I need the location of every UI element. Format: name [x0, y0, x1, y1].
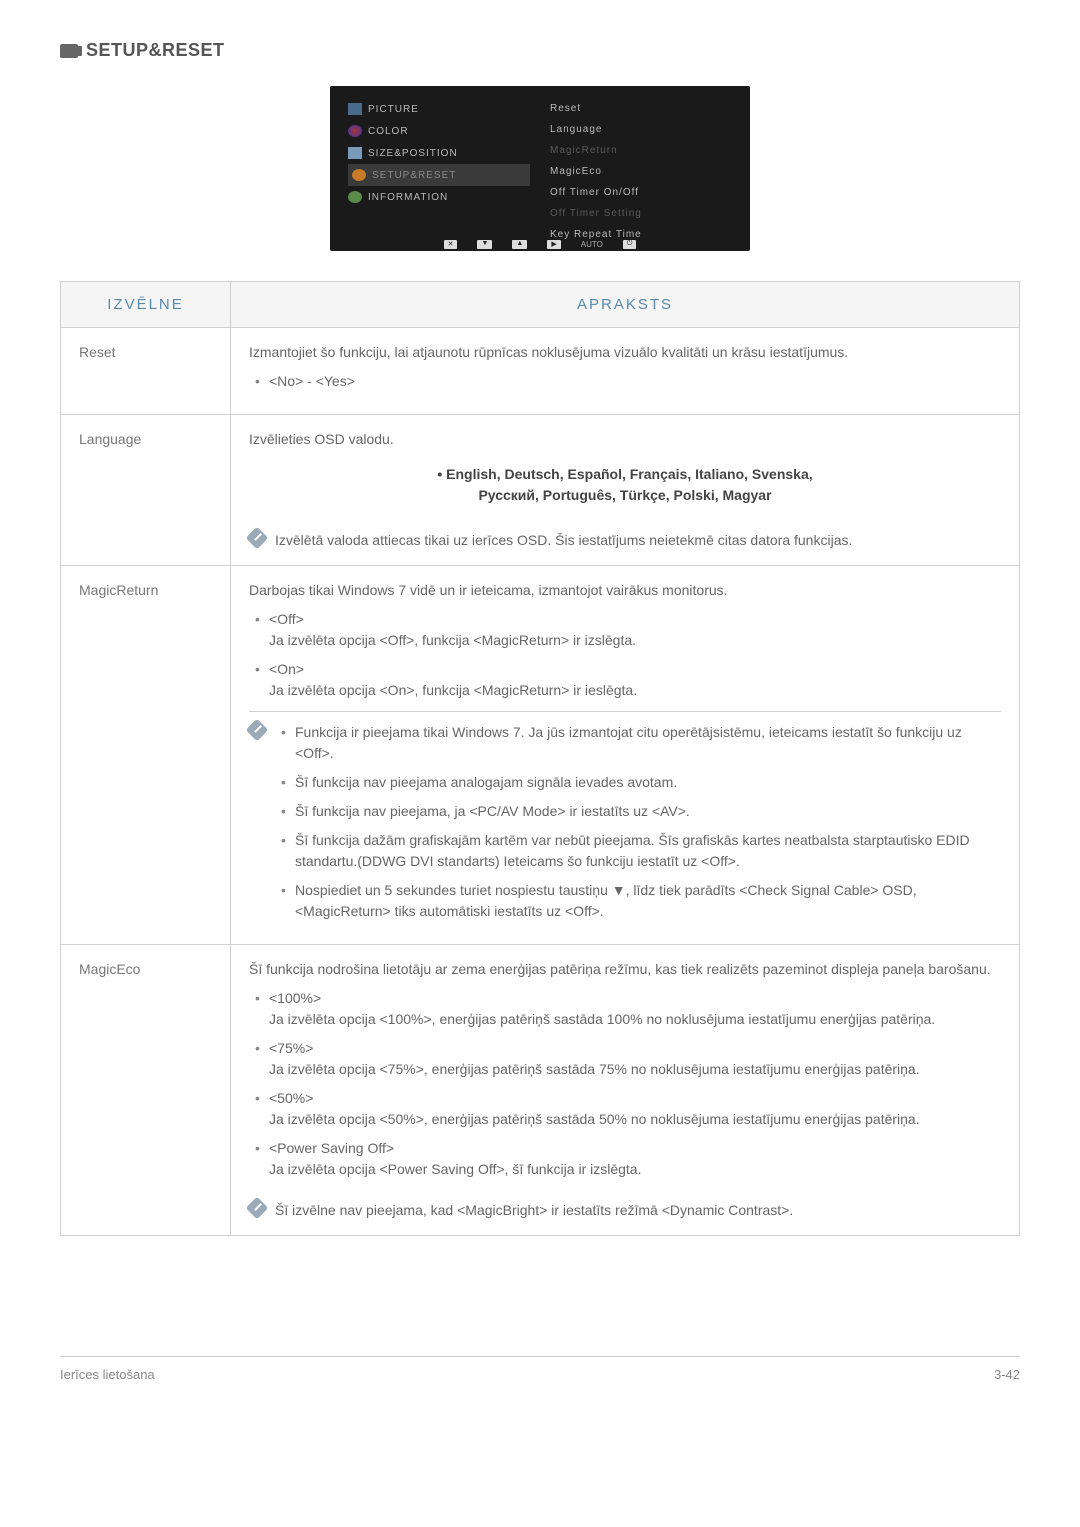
langs-line2: Русский, Português, Türkçe, Polski, Magy… [249, 485, 1001, 506]
menu-reset: Reset [61, 328, 231, 415]
osd-btn-down: ▼ [477, 240, 492, 249]
row-reset: Reset Izmantojiet šo funkciju, lai atjau… [61, 328, 1020, 415]
language-note-text: Izvēlētā valoda attiecas tikai uz ierīce… [275, 530, 1001, 551]
mr-off-desc: Ja izvēlēta opcija <Off>, funkcija <Magi… [269, 632, 636, 648]
menu-language: Language [61, 415, 231, 566]
desc-language: Izvēlieties OSD valodu. • English, Deuts… [231, 415, 1020, 566]
reset-intro: Izmantojiet šo funkciju, lai atjaunotu r… [249, 342, 1001, 363]
mr-n3: Šī funkcija nav pieejama, ja <PC/AV Mode… [275, 801, 1001, 822]
me-100-desc: Ja izvēlēta opcija <100%>, enerģijas pat… [269, 1011, 935, 1027]
header-menu: IZVĒLNE [61, 282, 231, 328]
mr-n4: Šī funkcija dažām grafiskajām kartēm var… [275, 830, 1001, 872]
note-icon [246, 719, 269, 742]
me-50: <50%> Ja izvēlēta opcija <50%>, enerģija… [249, 1088, 1001, 1130]
mr-on-desc: Ja izvēlēta opcija <On>, funkcija <Magic… [269, 682, 637, 698]
size-icon [348, 147, 362, 159]
mr-on-label: <On> [269, 661, 304, 677]
footer-left: Ierīces lietošana [60, 1367, 155, 1382]
header-desc: APRAKSTS [231, 282, 1020, 328]
osd-right-magiceco: MagicEco [550, 161, 732, 182]
desc-magicreturn: Darbojas tikai Windows 7 vidē un ir iete… [231, 566, 1020, 945]
osd-btn-x: ✕ [444, 240, 458, 249]
info-icon [348, 191, 362, 203]
osd-bottom-bar: ✕ ▼ ▲ ▶ AUTO ⏻ [330, 240, 750, 249]
osd-right-offtimersetting: Off Timer Setting [550, 203, 732, 224]
me-off-desc: Ja izvēlēta opcija <Power Saving Off>, š… [269, 1161, 641, 1177]
me-50-label: <50%> [269, 1090, 313, 1106]
picture-icon [348, 103, 362, 115]
mr-n2: Šī funkcija nav pieejama analogajam sign… [275, 772, 1001, 793]
mr-n1: Funkcija ir pieejama tikai Windows 7. Ja… [275, 722, 1001, 764]
mr-off-label: <Off> [269, 611, 304, 627]
language-intro: Izvēlieties OSD valodu. [249, 429, 1001, 450]
mr-notes: Funkcija ir pieejama tikai Windows 7. Ja… [249, 711, 1001, 930]
language-note: Izvēlētā valoda attiecas tikai uz ierīce… [249, 520, 1001, 551]
menu-magiceco: MagicEco [61, 945, 231, 1236]
me-75: <75%> Ja izvēlēta opcija <75%>, enerģija… [249, 1038, 1001, 1080]
osd-right-language: Language [550, 119, 732, 140]
me-note: Šī izvēlne nav pieejama, kad <MagicBrigh… [249, 1190, 1001, 1221]
me-100-label: <100%> [269, 990, 321, 1006]
note-icon [246, 1197, 269, 1220]
osd-right-reset: Reset [550, 98, 732, 119]
me-75-label: <75%> [269, 1040, 313, 1056]
osd-right-menu: Reset Language MagicReturn MagicEco Off … [550, 98, 732, 245]
desc-reset: Izmantojiet šo funkciju, lai atjaunotu r… [231, 328, 1020, 415]
me-off-label: <Power Saving Off> [269, 1140, 394, 1156]
osd-screenshot: PICTURE COLOR SIZE&POSITION SETUP&RESET … [330, 86, 750, 251]
page-title-text: SETUP&RESET [86, 40, 225, 61]
osd-item-setup: SETUP&RESET [348, 164, 530, 186]
row-magicreturn: MagicReturn Darbojas tikai Windows 7 vid… [61, 566, 1020, 945]
me-note-text: Šī izvēlne nav pieejama, kad <MagicBrigh… [275, 1200, 1001, 1221]
osd-item-info: INFORMATION [348, 186, 530, 208]
osd-right-magicreturn: MagicReturn [550, 140, 732, 161]
row-language: Language Izvēlieties OSD valodu. • Engli… [61, 415, 1020, 566]
desc-magiceco: Šī funkcija nodrošina lietotāju ar zema … [231, 945, 1020, 1236]
page-title: SETUP&RESET [60, 40, 1020, 61]
osd-left-menu: PICTURE COLOR SIZE&POSITION SETUP&RESET … [348, 98, 530, 245]
setup-icon [352, 169, 366, 181]
langs-line1: • English, Deutsch, Español, Français, I… [249, 464, 1001, 485]
osd-auto: AUTO [581, 240, 603, 249]
settings-table: IZVĒLNE APRAKSTS Reset Izmantojiet šo fu… [60, 281, 1020, 1236]
mr-off: <Off> Ja izvēlēta opcija <Off>, funkcija… [249, 609, 1001, 651]
osd-item-size: SIZE&POSITION [348, 142, 530, 164]
mr-intro: Darbojas tikai Windows 7 vidē un ir iete… [249, 580, 1001, 601]
note-icon [246, 527, 269, 550]
reset-opt1: <No> - <Yes> [249, 371, 1001, 392]
mr-on: <On> Ja izvēlēta opcija <On>, funkcija <… [249, 659, 1001, 701]
osd-btn-power: ⏻ [623, 240, 637, 249]
mr-n5: Nospiediet un 5 sekundes turiet nospiest… [275, 880, 1001, 922]
osd-item-color: COLOR [348, 120, 530, 142]
me-intro: Šī funkcija nodrošina lietotāju ar zema … [249, 959, 1001, 980]
osd-btn-up: ▲ [512, 240, 527, 249]
osd-right-offtimer: Off Timer On/Off [550, 182, 732, 203]
color-icon [348, 125, 362, 137]
me-75-desc: Ja izvēlēta opcija <75%>, enerģijas patē… [269, 1061, 920, 1077]
me-off: <Power Saving Off> Ja izvēlēta opcija <P… [249, 1138, 1001, 1180]
osd-btn-right: ▶ [547, 240, 560, 249]
mr-notes-content: Funkcija ir pieejama tikai Windows 7. Ja… [275, 722, 1001, 930]
menu-magicreturn: MagicReturn [61, 566, 231, 945]
me-50-desc: Ja izvēlēta opcija <50%>, enerģijas patē… [269, 1111, 920, 1127]
page-footer: Ierīces lietošana 3-42 [60, 1356, 1020, 1382]
monitor-icon [60, 44, 78, 58]
footer-right: 3-42 [994, 1367, 1020, 1382]
me-100: <100%> Ja izvēlēta opcija <100%>, enerģi… [249, 988, 1001, 1030]
osd-item-picture: PICTURE [348, 98, 530, 120]
row-magiceco: MagicEco Šī funkcija nodrošina lietotāju… [61, 945, 1020, 1236]
language-list: • English, Deutsch, Español, Français, I… [249, 464, 1001, 506]
